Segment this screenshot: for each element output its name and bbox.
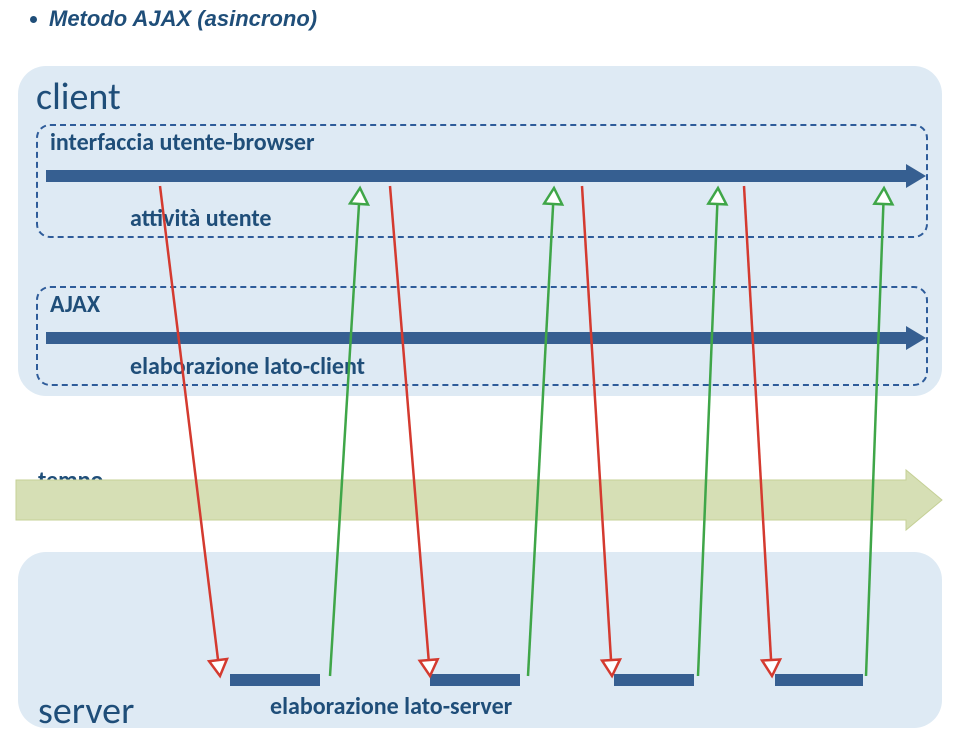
elab-client-label: elaborazione lato-client bbox=[130, 352, 365, 381]
tempo-label: tempo bbox=[38, 466, 103, 495]
attivita-label: attività utente bbox=[130, 204, 271, 233]
elab-server-label: elaborazione lato-server bbox=[270, 692, 512, 721]
title-text: Metodo AJAX (asincrono) bbox=[49, 6, 317, 32]
interfaccia-label: interfaccia utente-browser bbox=[50, 128, 315, 157]
client-label: client bbox=[36, 74, 121, 120]
server-label: server bbox=[38, 688, 134, 734]
bullet-icon bbox=[30, 16, 37, 23]
diagram-title: Metodo AJAX (asincrono) bbox=[30, 6, 317, 32]
ajax-label: AJAX bbox=[50, 290, 100, 319]
